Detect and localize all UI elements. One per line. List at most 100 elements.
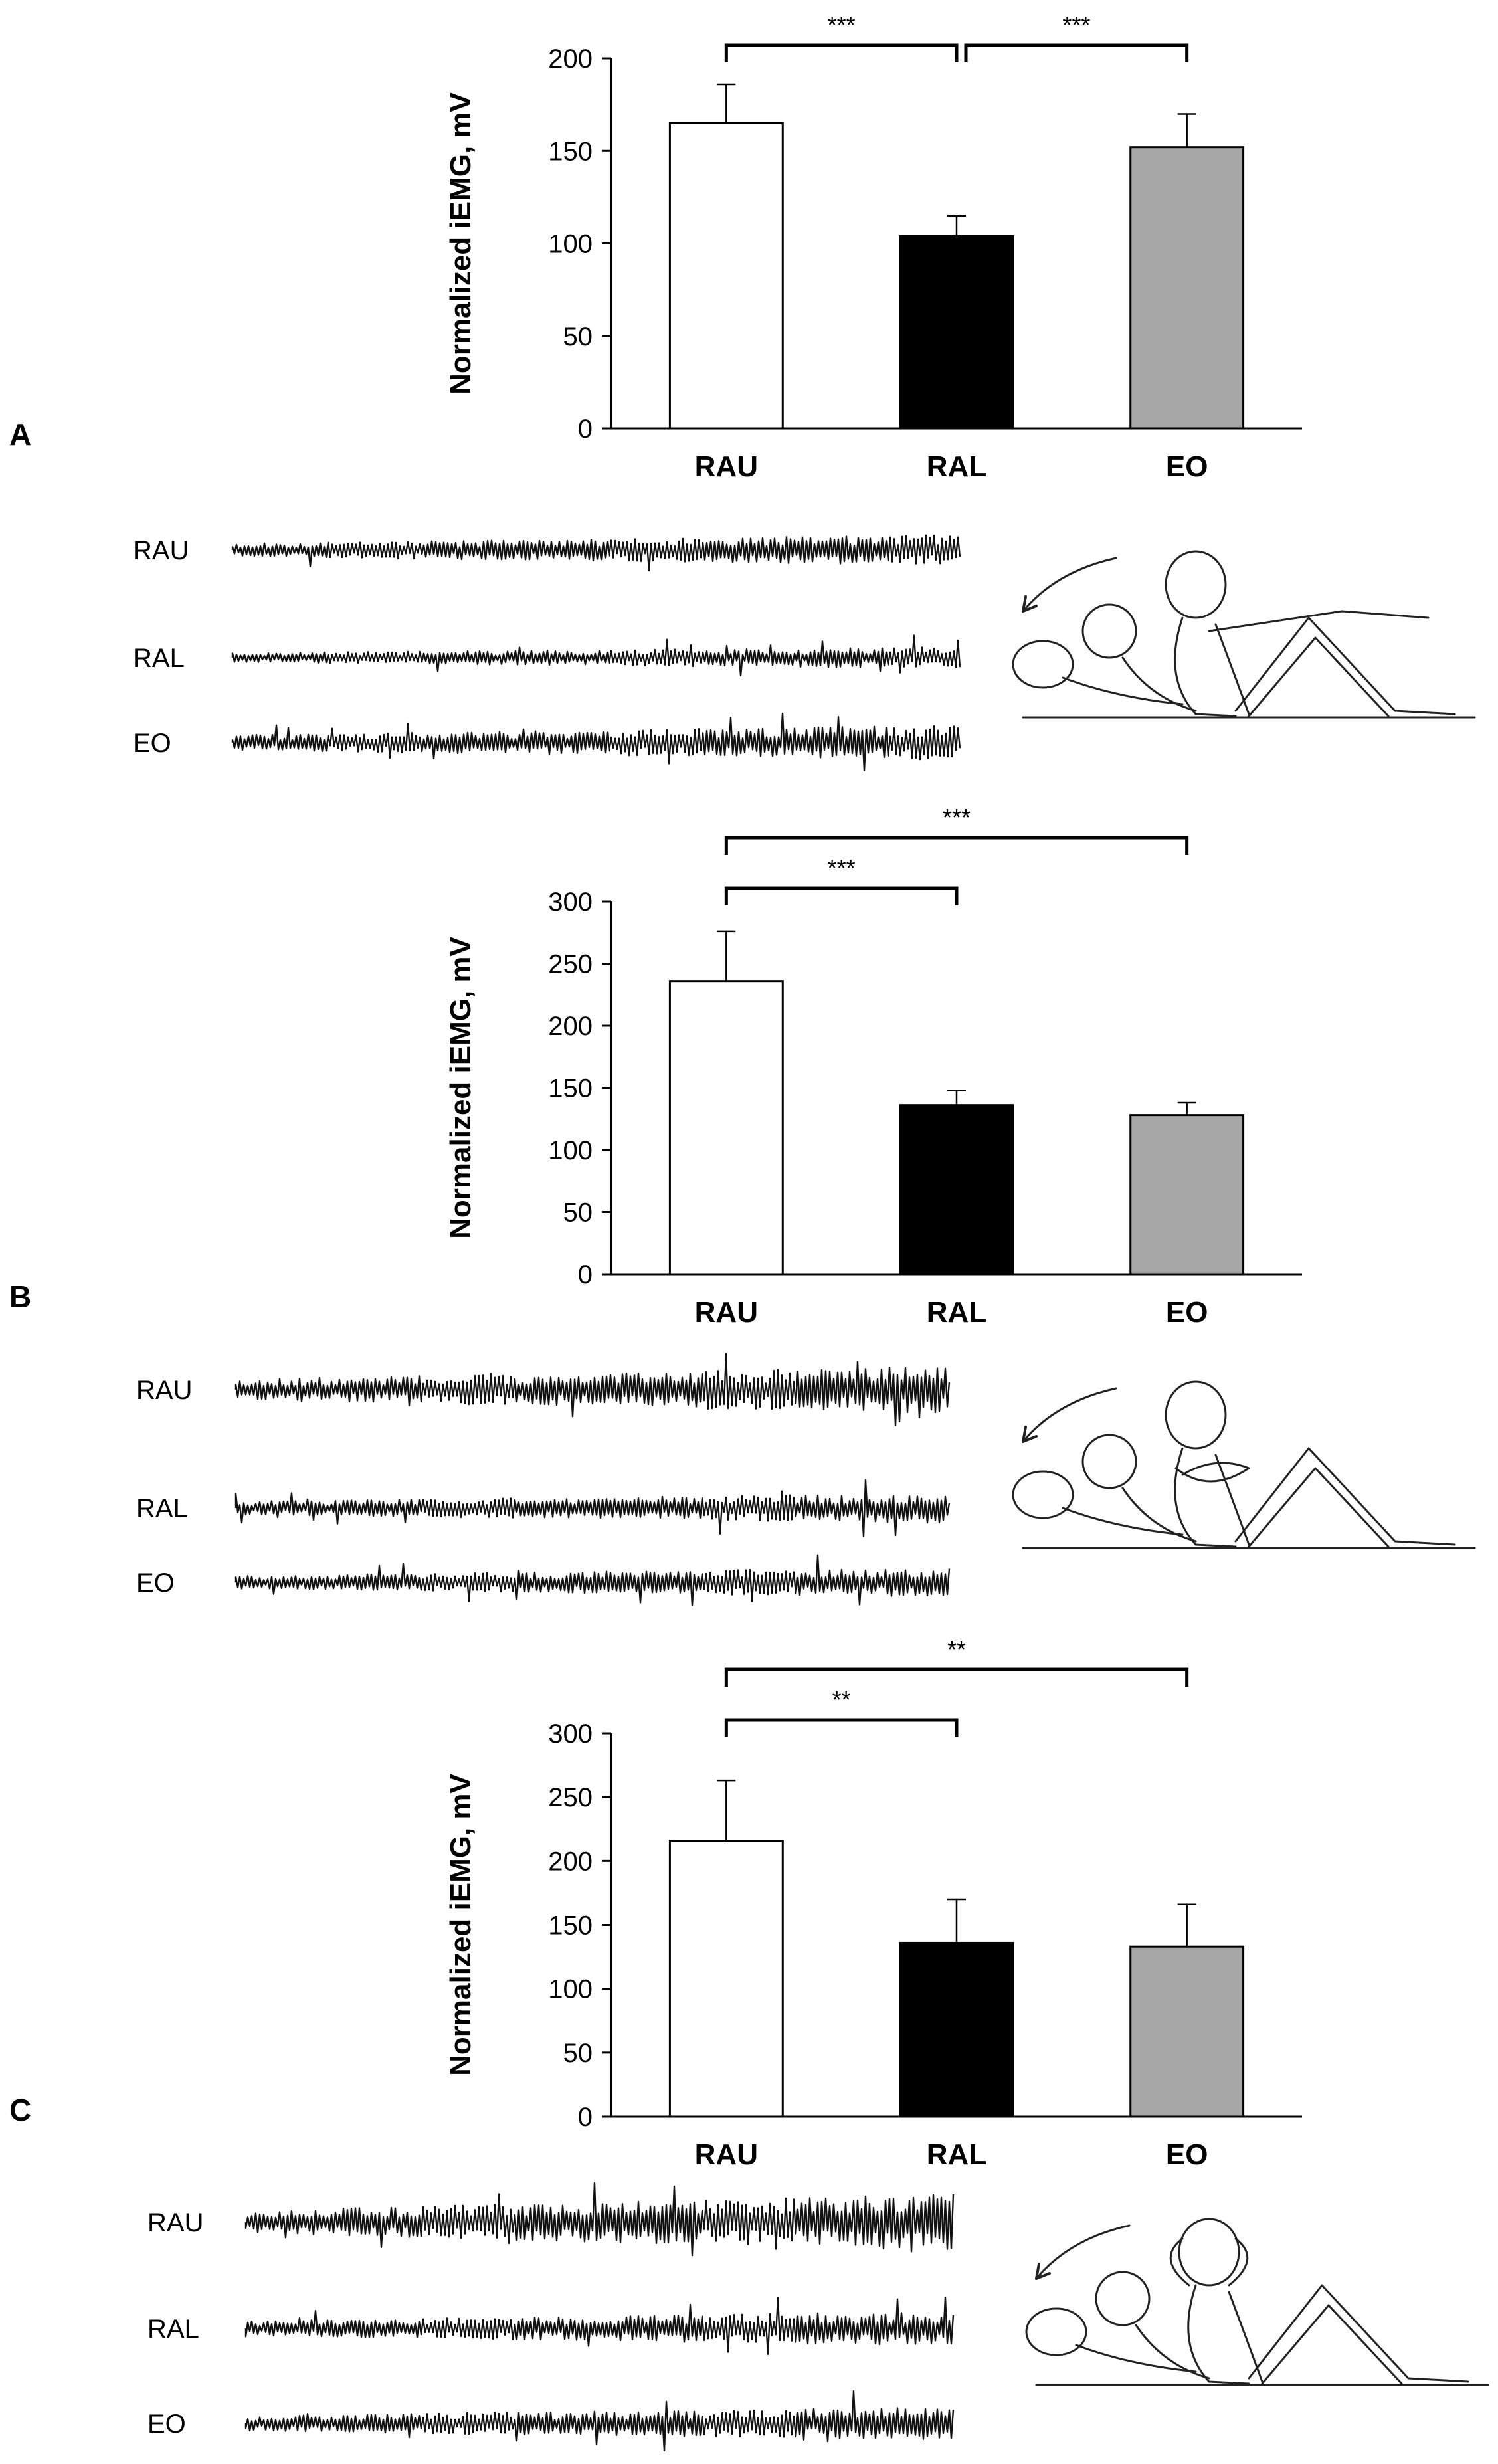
figure-head-seated bbox=[1178, 2218, 1240, 2287]
emg-trace-eo bbox=[244, 2390, 955, 2451]
figure-legs-inner bbox=[1248, 636, 1390, 717]
figure-back-seated bbox=[1214, 623, 1250, 715]
significance-bracket bbox=[724, 1718, 959, 1737]
panel-letter-a: A bbox=[9, 417, 31, 452]
bar-eo bbox=[1129, 1945, 1245, 2118]
figure-legs-inner bbox=[1248, 1467, 1390, 1548]
emg-trace-rau bbox=[244, 2182, 955, 2257]
figure-head-seated bbox=[1165, 1380, 1227, 1450]
emg-traces-a: RAU RAL EO bbox=[133, 534, 961, 772]
y-tick-label: 300 bbox=[548, 888, 593, 917]
significance-label: ** bbox=[947, 1636, 966, 1663]
figure-head-lying bbox=[1012, 1470, 1074, 1519]
y-tick-label: 0 bbox=[578, 1260, 593, 1289]
panel-b: B 0 50 100 150 200 250 300 Normalized iEMG, mV R… bbox=[9, 804, 1476, 1606]
figure-head-mid bbox=[1081, 603, 1137, 659]
bar-chart-a: 0 50 100 150 200 Normalized iEMG, mV RAU RAL EO *… bbox=[444, 11, 1302, 483]
y-tick-label: 0 bbox=[578, 415, 593, 444]
significance-bracket bbox=[724, 1667, 1189, 1687]
significance-bracket bbox=[964, 43, 1189, 62]
sit-up-drawing bbox=[1025, 2218, 1489, 2386]
figure-hands-behind-head bbox=[1169, 2237, 1249, 2287]
category-label: RAU bbox=[695, 450, 758, 483]
figure-head-mid bbox=[1081, 1434, 1137, 1489]
emg-trace-rau bbox=[234, 1353, 951, 1426]
emg-trace-ral bbox=[244, 2296, 955, 2355]
y-axis-label: Normalized iEMG, mV bbox=[444, 92, 477, 394]
emg-trace-ral bbox=[231, 634, 961, 677]
trace-label-ral: RAL bbox=[133, 644, 185, 673]
figure-head-mid bbox=[1095, 2271, 1151, 2326]
y-tick-label: 100 bbox=[548, 1975, 593, 2004]
y-tick-label: 250 bbox=[548, 950, 593, 979]
category-label: EO bbox=[1166, 450, 1208, 483]
significance-bracket bbox=[724, 43, 959, 62]
figure-back-seated bbox=[1228, 2291, 1264, 2383]
figure-torso-lying bbox=[1062, 1507, 1184, 1536]
panel-letter-c: C bbox=[9, 2093, 31, 2127]
figure-legs bbox=[1248, 2284, 1469, 2383]
figure-torso-mid bbox=[1121, 656, 1197, 712]
y-axis-label: Normalized iEMG, mV bbox=[444, 1773, 477, 2075]
y-tick-label: 100 bbox=[548, 230, 593, 259]
y-tick-label: 200 bbox=[548, 1012, 593, 1041]
category-label: RAU bbox=[695, 2138, 758, 2171]
y-tick-label: 50 bbox=[563, 1198, 593, 1228]
figure-legs bbox=[1234, 1447, 1456, 1546]
figure-torso-lying bbox=[1062, 676, 1184, 706]
bar-ral bbox=[899, 235, 1014, 430]
figure-torso-seated bbox=[1187, 2284, 1250, 2385]
significance-label: ** bbox=[832, 1686, 851, 1713]
bar-chart-c: 0 50 100 150 200 250 300 Normalized iEMG, mV RAU… bbox=[444, 1636, 1302, 2171]
panel-a: A 0 50 100 150 200 Normalized iEMG, mV RAU RAL E… bbox=[9, 11, 1476, 772]
y-tick-label: 150 bbox=[548, 1074, 593, 1103]
y-tick-label: 50 bbox=[563, 2039, 593, 2068]
sit-up-drawing bbox=[1012, 1380, 1476, 1549]
y-tick-label: 50 bbox=[563, 322, 593, 351]
figure-back-seated bbox=[1214, 1454, 1250, 1546]
category-label: EO bbox=[1166, 1296, 1208, 1329]
arrow-head-icon bbox=[1022, 595, 1038, 613]
figure-head-seated bbox=[1165, 550, 1227, 619]
trace-label-ral: RAL bbox=[136, 1494, 188, 1523]
bar-rau bbox=[668, 1840, 784, 2118]
emg-trace-eo bbox=[234, 1554, 951, 1606]
category-label: RAU bbox=[695, 1296, 758, 1329]
bar-eo bbox=[1129, 146, 1245, 430]
figure-head-lying bbox=[1012, 640, 1074, 689]
arrow-head-icon bbox=[1035, 2263, 1051, 2280]
category-label: EO bbox=[1166, 2138, 1208, 2171]
significance-label: *** bbox=[1062, 11, 1090, 39]
y-tick-label: 0 bbox=[578, 2103, 593, 2132]
y-tick-label: 250 bbox=[548, 1783, 593, 1812]
figure-legs bbox=[1234, 616, 1456, 715]
motion-arrow-line bbox=[1022, 1387, 1117, 1443]
significance-label: *** bbox=[828, 854, 856, 882]
figure-head-lying bbox=[1025, 2307, 1087, 2356]
emg-traces-b: RAU RAL EO bbox=[136, 1353, 951, 1606]
panel-c: C 0 50 100 150 200 250 300 Normalized iEMG, mV R… bbox=[9, 1636, 1489, 2451]
bar-eo bbox=[1129, 1114, 1245, 1276]
y-tick-label: 200 bbox=[548, 45, 593, 74]
motion-arrow-line bbox=[1022, 557, 1117, 613]
trace-label-eo: EO bbox=[133, 729, 171, 758]
significance-bracket bbox=[724, 836, 1189, 855]
figure-arms-extended bbox=[1208, 610, 1430, 632]
trace-label-rau: RAU bbox=[133, 536, 189, 565]
emg-trace-ral bbox=[234, 1479, 951, 1537]
bar-chart-b: 0 50 100 150 200 250 300 Normalized iEMG, mV RAU… bbox=[444, 804, 1302, 1329]
bar-ral bbox=[899, 1941, 1014, 2118]
bar-ral bbox=[899, 1104, 1014, 1276]
figure-torso-seated bbox=[1174, 616, 1237, 717]
figure-arms-crossed bbox=[1174, 1462, 1250, 1483]
category-label: RAL bbox=[927, 450, 986, 483]
trace-label-eo: EO bbox=[136, 1568, 175, 1598]
significance-bracket bbox=[724, 886, 959, 905]
y-tick-label: 100 bbox=[548, 1136, 593, 1165]
illustration-c bbox=[1025, 2218, 1489, 2386]
significance-label: *** bbox=[943, 804, 971, 831]
illustration-a bbox=[1012, 550, 1476, 719]
figure-torso-seated bbox=[1174, 1447, 1237, 1548]
trace-label-eo: EO bbox=[147, 2410, 186, 2439]
